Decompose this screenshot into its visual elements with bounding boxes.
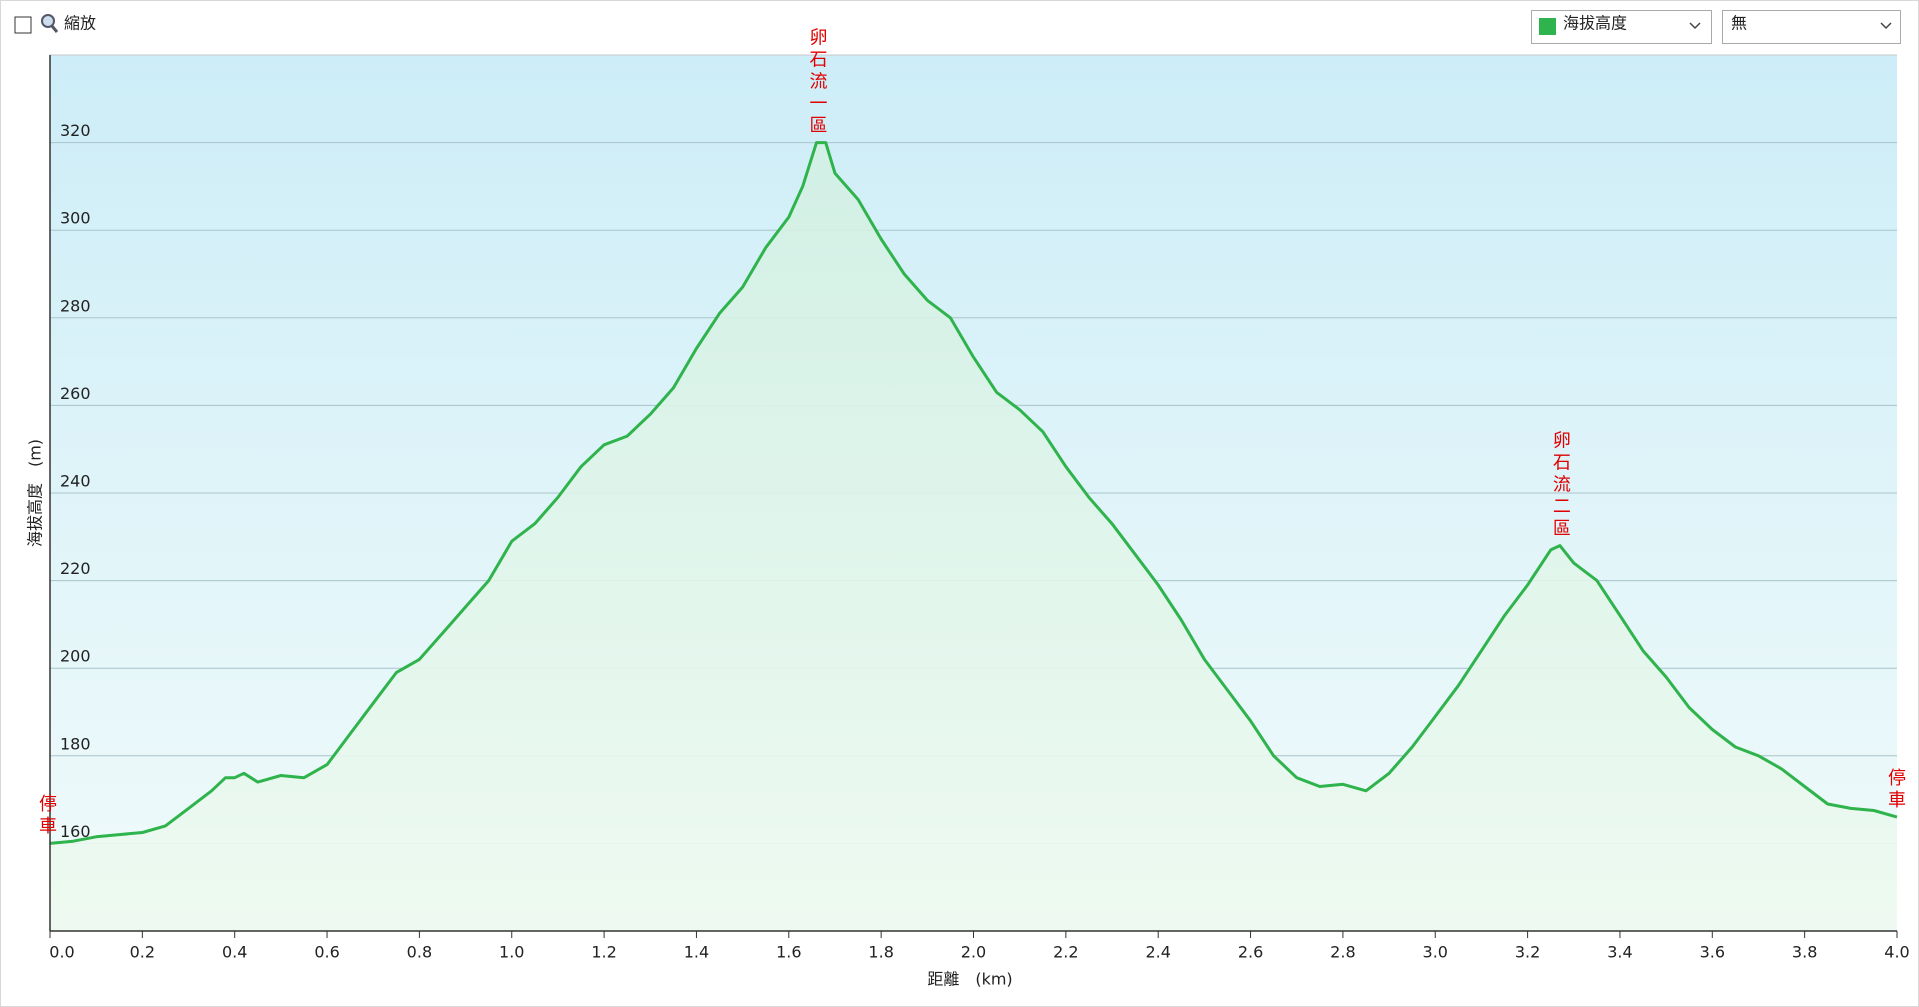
series-select[interactable] (1531, 10, 1712, 44)
x-tick-label: 2.6 (1238, 943, 1263, 962)
y-axis-label: 海拔高度 (m) (26, 439, 45, 547)
series-select-label: 海拔高度 (1563, 14, 1627, 33)
y-tick-label: 180 (60, 734, 91, 753)
zoom-checkbox[interactable] (14, 16, 32, 34)
x-tick-label: 0.6 (314, 943, 339, 962)
annotation: 停車 (36, 794, 57, 838)
x-axis-label: 距離 (km) (927, 970, 1012, 989)
x-tick-label: 0.4 (222, 943, 247, 962)
x-tick-label: 3.2 (1515, 943, 1540, 962)
x-tick-label: 3.4 (1607, 943, 1632, 962)
y-tick-label: 160 (60, 822, 91, 841)
y-tick-label: 280 (60, 296, 91, 315)
x-tick-label: 2.8 (1330, 943, 1355, 962)
y-tick-label: 240 (60, 472, 91, 491)
annotation: 卵石流二區 (1550, 430, 1571, 540)
y-tick-label: 260 (60, 384, 91, 403)
x-tick-label: 2.0 (961, 943, 986, 962)
y-tick-label: 320 (60, 121, 91, 140)
annotation: 停車 (1885, 768, 1906, 812)
x-tick-label: 1.6 (776, 943, 801, 962)
x-tick-label: 0.0 (49, 943, 74, 962)
zoom-icon (41, 14, 59, 33)
annotation: 卵石流一區 (807, 27, 828, 137)
x-tick-label: 1.0 (499, 943, 524, 962)
y-tick-label: 300 (60, 209, 91, 228)
x-tick-label: 3.8 (1792, 943, 1817, 962)
y-tick-label: 220 (60, 559, 91, 578)
x-tick-label: 0.8 (407, 943, 432, 962)
overlay-select[interactable] (1722, 10, 1901, 44)
x-tick-label: 1.4 (684, 943, 709, 962)
x-tick-label: 0.2 (130, 943, 155, 962)
x-tick-label: 2.4 (1145, 943, 1170, 962)
overlay-select-label: 無 (1731, 14, 1747, 33)
x-tick-label: 2.2 (1053, 943, 1078, 962)
x-tick-label: 4.0 (1884, 943, 1909, 962)
series-swatch (1539, 18, 1556, 35)
x-tick-label: 3.6 (1700, 943, 1725, 962)
zoom-label[interactable]: 縮放 (64, 14, 96, 33)
x-tick-label: 1.8 (868, 943, 893, 962)
y-tick-label: 200 (60, 647, 91, 666)
x-tick-label: 1.2 (591, 943, 616, 962)
x-tick-label: 3.0 (1423, 943, 1448, 962)
elevation-line (49, 141, 1898, 845)
area-fill (50, 142, 1897, 932)
